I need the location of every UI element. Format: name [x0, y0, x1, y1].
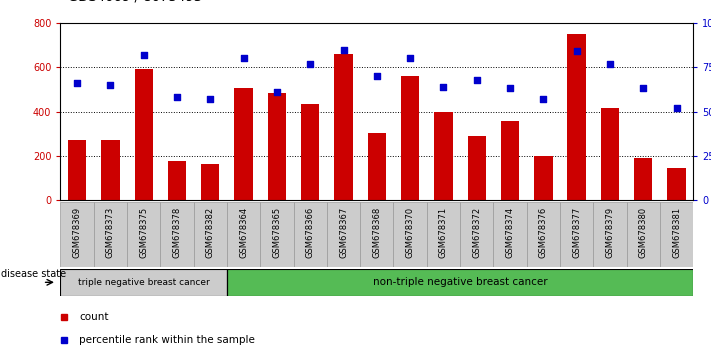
- Text: triple negative breast cancer: triple negative breast cancer: [77, 278, 210, 287]
- Point: [438, 84, 449, 90]
- Text: disease state: disease state: [1, 269, 67, 279]
- Point: [671, 105, 683, 111]
- Text: GSM678381: GSM678381: [672, 207, 681, 258]
- Bar: [660, 202, 693, 267]
- Text: GSM678382: GSM678382: [205, 207, 215, 258]
- Point: [138, 52, 149, 58]
- Text: GSM678370: GSM678370: [406, 207, 415, 258]
- Bar: [427, 202, 460, 267]
- Bar: [168, 161, 186, 200]
- Bar: [161, 202, 193, 267]
- Point: [371, 73, 383, 79]
- Bar: [393, 202, 427, 267]
- Bar: [127, 202, 161, 267]
- Bar: [60, 269, 227, 296]
- Text: GSM678377: GSM678377: [572, 207, 581, 258]
- Bar: [626, 202, 660, 267]
- Point: [105, 82, 116, 88]
- Bar: [634, 158, 653, 200]
- Bar: [327, 202, 360, 267]
- Text: percentile rank within the sample: percentile rank within the sample: [80, 335, 255, 346]
- Text: GSM678372: GSM678372: [472, 207, 481, 258]
- Point: [638, 86, 649, 91]
- Bar: [501, 121, 519, 200]
- Bar: [268, 93, 286, 200]
- Bar: [360, 202, 393, 267]
- Point: [338, 47, 349, 52]
- Bar: [68, 140, 86, 200]
- Bar: [294, 202, 327, 267]
- Bar: [94, 202, 127, 267]
- Text: GSM678366: GSM678366: [306, 207, 315, 258]
- Text: GSM678364: GSM678364: [239, 207, 248, 258]
- Text: GSM678375: GSM678375: [139, 207, 148, 258]
- Bar: [401, 76, 419, 200]
- Point: [471, 77, 483, 82]
- Point: [71, 80, 82, 86]
- Bar: [534, 156, 552, 200]
- Bar: [334, 54, 353, 200]
- Text: GSM678374: GSM678374: [506, 207, 515, 258]
- Bar: [368, 132, 386, 200]
- Text: count: count: [80, 312, 109, 322]
- Bar: [101, 140, 119, 200]
- Point: [538, 96, 549, 102]
- Point: [571, 48, 582, 54]
- Text: GSM678379: GSM678379: [606, 207, 614, 258]
- Point: [405, 56, 416, 61]
- Text: GSM678380: GSM678380: [638, 207, 648, 258]
- Text: GSM678373: GSM678373: [106, 207, 115, 258]
- Bar: [227, 269, 693, 296]
- Text: GDS4069 / 8075493: GDS4069 / 8075493: [68, 0, 202, 4]
- Bar: [527, 202, 560, 267]
- Bar: [434, 112, 453, 200]
- Point: [604, 61, 616, 67]
- Point: [504, 86, 515, 91]
- Bar: [193, 202, 227, 267]
- Text: GSM678376: GSM678376: [539, 207, 548, 258]
- Bar: [468, 136, 486, 200]
- Bar: [260, 202, 294, 267]
- Bar: [601, 108, 619, 200]
- Point: [205, 96, 216, 102]
- Text: GSM678368: GSM678368: [373, 207, 381, 258]
- Point: [171, 95, 183, 100]
- Point: [304, 61, 316, 67]
- Bar: [134, 69, 153, 200]
- Text: non-triple negative breast cancer: non-triple negative breast cancer: [373, 277, 547, 287]
- Bar: [460, 202, 493, 267]
- Bar: [593, 202, 626, 267]
- Text: GSM678367: GSM678367: [339, 207, 348, 258]
- Text: GSM678378: GSM678378: [173, 207, 181, 258]
- Bar: [201, 164, 220, 200]
- Bar: [493, 202, 527, 267]
- Bar: [235, 88, 253, 200]
- Point: [271, 89, 282, 95]
- Bar: [227, 202, 260, 267]
- Bar: [567, 34, 586, 200]
- Bar: [301, 104, 319, 200]
- Bar: [560, 202, 593, 267]
- Bar: [668, 168, 685, 200]
- Bar: [60, 202, 94, 267]
- Text: GSM678365: GSM678365: [272, 207, 282, 258]
- Point: [238, 56, 250, 61]
- Text: GSM678369: GSM678369: [73, 207, 82, 258]
- Text: GSM678371: GSM678371: [439, 207, 448, 258]
